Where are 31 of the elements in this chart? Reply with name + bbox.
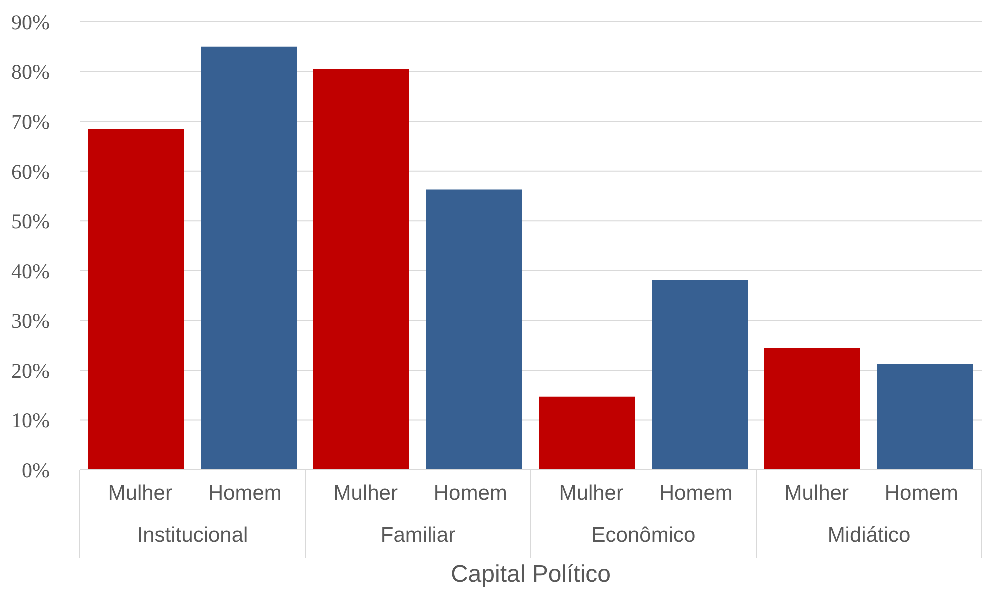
- y-tick-label: 40%: [12, 259, 50, 284]
- bar: [314, 69, 410, 470]
- y-tick-label: 90%: [12, 10, 50, 34]
- bar: [878, 364, 974, 470]
- x-tick-label: Midiático: [828, 524, 911, 547]
- text: Mulher: [334, 482, 398, 505]
- bar: [426, 190, 522, 470]
- y-tick-label: 0%: [22, 458, 50, 482]
- y-tick-label: 10%: [12, 408, 50, 433]
- bar: [201, 46, 297, 470]
- series-label: Homem: [208, 482, 282, 505]
- text: Mulher: [784, 482, 849, 505]
- y-tick-label: 70%: [12, 110, 50, 134]
- bar: [539, 396, 635, 470]
- x-tick-label: Familiar: [380, 524, 456, 547]
- y-tick-label: 80%: [12, 60, 50, 84]
- y-tick-label: 20%: [12, 358, 50, 383]
- bar: [652, 280, 748, 470]
- bar: [764, 348, 860, 470]
- x-tick-label: Institucional: [137, 524, 248, 547]
- y-tick-label: 60%: [12, 160, 50, 184]
- text: Mulher: [559, 482, 624, 505]
- y-tick-label: 50%: [12, 210, 50, 234]
- y-tick-label: 30%: [12, 309, 50, 334]
- series-label: Mulher: [108, 482, 172, 505]
- x-tick-label: Econômico: [592, 524, 696, 547]
- text: Homem: [434, 482, 508, 505]
- x-axis-title: Capital Político: [450, 561, 612, 588]
- text: Homem: [884, 482, 958, 505]
- text: Homem: [659, 482, 733, 505]
- bar: [88, 130, 184, 470]
